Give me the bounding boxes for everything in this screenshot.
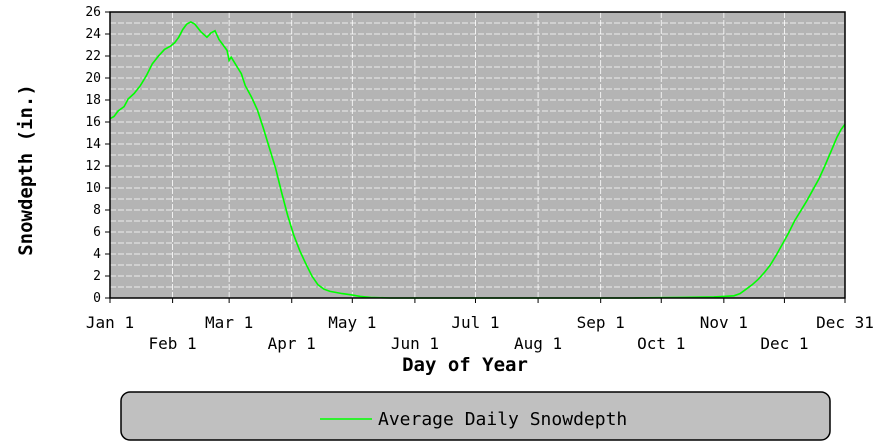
grid-lines [110,12,845,298]
x-tick-label: Feb 1 [149,334,197,353]
x-tick-label: Jul 1 [451,313,499,332]
plot-border [109,11,846,299]
x-tick-label: Dec 1 [760,334,808,353]
x-tick-label: Jan 1 [86,313,134,332]
legend-label: Average Daily Snowdepth [378,409,627,430]
legend: Average Daily Snowdepth [120,391,831,441]
series-line-average-daily-snowdepth [109,20,846,299]
x-tick-label: Sep 1 [577,313,625,332]
x-tick-label: Dec 31 [816,313,874,332]
x-tick-label: Jun 1 [391,334,439,353]
x-tick-label: Apr 1 [268,334,316,353]
x-tick-label: Nov 1 [700,313,748,332]
x-tick-label: Aug 1 [514,334,562,353]
y-tick-label: 18 [85,93,101,108]
y-tick-label: 20 [85,71,101,86]
y-tick-label: 2 [93,269,101,284]
y-tick-label: 14 [85,137,101,152]
x-axis-title: Day of Year [402,354,528,376]
y-tick-label: 6 [93,225,101,240]
x-tick-labels: Jan 1 Feb 1 Mar 1 Apr 1 May 1 Jun 1 Jul 1 Aug 1… [86,298,874,353]
y-tick-label: 8 [93,203,101,218]
y-tick-label: 0 [93,291,101,306]
x-tick-label: May 1 [328,313,376,332]
x-tick-label: Mar 1 [205,313,253,332]
y-tick-label: 26 [85,5,101,20]
legend-box [120,391,831,441]
y-axis-title: Snowdepth (in.) [15,84,37,256]
y-tick-label: 10 [85,181,101,196]
x-tick-label: Oct 1 [637,334,685,353]
y-tick-label: 16 [85,115,101,130]
y-tick-label: 22 [85,49,101,64]
y-tick-label: 24 [85,27,101,42]
y-tick-label: 4 [93,247,101,262]
y-tick-label: 12 [85,159,101,174]
